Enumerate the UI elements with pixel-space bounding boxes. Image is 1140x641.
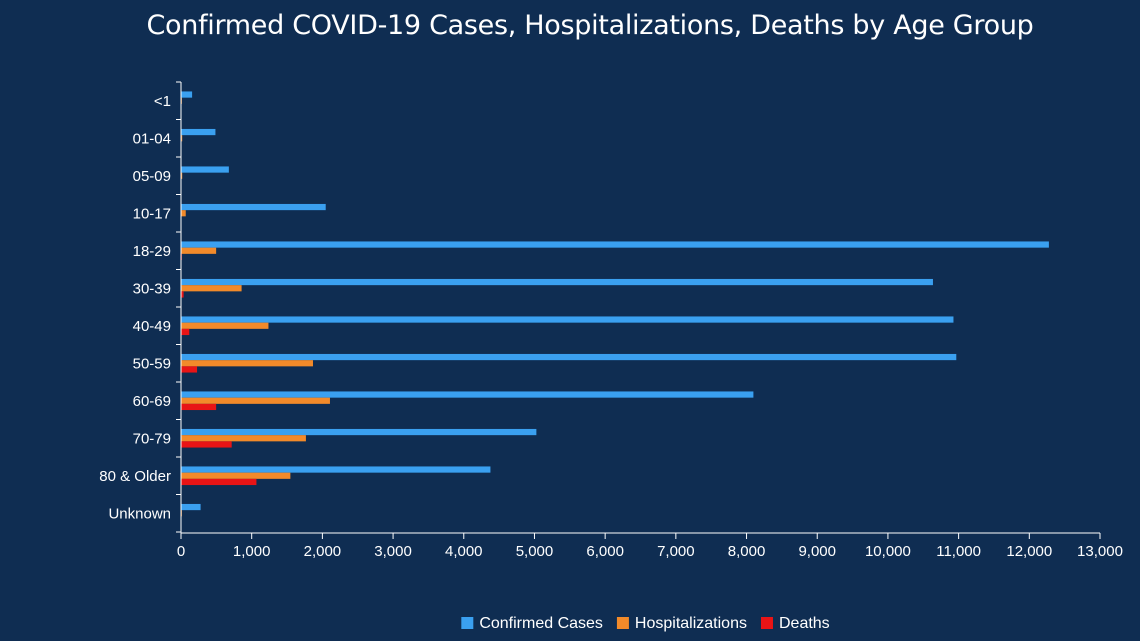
bar-confirmed-cases-01-04 <box>181 128 216 136</box>
x-tick-label: 4,000 <box>445 543 483 560</box>
x-tick-label: 0 <box>177 543 185 560</box>
bar-hospitalizations-30-39 <box>181 285 242 292</box>
chart-axes <box>176 81 1101 539</box>
category-label-50-59: 50-59 <box>133 355 171 372</box>
bar-confirmed-cases-80-and-older <box>181 466 491 473</box>
x-tick-label: 2,000 <box>304 543 342 560</box>
bar-confirmed-cases-60-69 <box>181 391 754 398</box>
legend-item-hospitalizations[interactable]: Hospitalizations <box>616 615 747 632</box>
x-tick-label: 1,000 <box>233 543 271 560</box>
category-label-01-04: 01-04 <box>133 130 171 147</box>
x-tick-label: 12,000 <box>1006 543 1052 560</box>
legend-swatch-deaths <box>760 617 773 629</box>
bar-hospitalizations-01-04 <box>181 135 183 142</box>
bar-hospitalizations-05-09 <box>181 172 183 179</box>
bar-deaths-70-79 <box>181 441 232 448</box>
category-label-70-79: 70-79 <box>133 430 171 447</box>
category-label-40-49: 40-49 <box>133 318 171 335</box>
legend-swatch-confirmed-cases <box>461 617 474 629</box>
bar-confirmed-cases-70-79 <box>181 428 537 436</box>
x-tick-label: 7,000 <box>657 543 695 560</box>
bar-hospitalizations-50-59 <box>181 360 313 367</box>
bar-deaths-30-39 <box>181 291 184 298</box>
bar-hospitalizations-18-29 <box>181 247 217 254</box>
x-tick-label: 13,000 <box>1077 543 1123 560</box>
x-tick-label: 10,000 <box>865 543 911 560</box>
bar-confirmed-cases-18-29 <box>181 241 1049 248</box>
x-tick-labels: 0 1,000 2,000 3,000 4,000 5,000 6,000 7,000 8,00… <box>177 543 1123 560</box>
category-label-05-09: 05-09 <box>133 168 171 185</box>
category-labels: <1 01-04 05-09 10-17 18-29 30-39 40-49 50-59 60-… <box>99 93 171 523</box>
bar-hospitalizations-10-17 <box>181 210 186 217</box>
x-tick-label: 6,000 <box>586 543 624 560</box>
category-label-lt1: <1 <box>154 93 171 110</box>
bar-confirmed-cases-30-39 <box>181 278 933 286</box>
bar-confirmed-cases-unknown <box>181 503 201 511</box>
category-label-80-and-older: 80 & Older <box>99 468 171 485</box>
legend-item-confirmed-cases[interactable]: Confirmed Cases <box>461 615 603 632</box>
category-label-60-69: 60-69 <box>133 393 171 410</box>
bar-hospitalizations-80-and-older <box>181 472 291 479</box>
category-label-18-29: 18-29 <box>133 243 171 260</box>
bar-confirmed-cases-50-59 <box>181 353 957 361</box>
legend-swatch-hospitalizations <box>616 617 629 629</box>
bar-hospitalizations-60-69 <box>181 397 330 404</box>
x-tick-label: 9,000 <box>798 543 836 560</box>
category-label-30-39: 30-39 <box>133 280 171 297</box>
bar-confirmed-cases-lt1 <box>181 91 193 98</box>
chart-title: Confirmed COVID-19 Cases, Hospitalizatio… <box>146 10 1034 41</box>
bar-confirmed-cases-05-09 <box>181 166 229 173</box>
bar-confirmed-cases-10-17 <box>181 203 326 211</box>
category-label-unknown: Unknown <box>108 505 171 522</box>
legend-label-confirmed-cases: Confirmed Cases <box>479 615 603 632</box>
chart-legend: Confirmed Cases Hospitalizations Deaths <box>461 615 830 632</box>
bar-deaths-60-69 <box>181 403 217 411</box>
x-tick-label: 5,000 <box>516 543 554 560</box>
legend-item-deaths[interactable]: Deaths <box>760 615 830 632</box>
bar-deaths-80-and-older <box>181 478 257 486</box>
chart-bars <box>181 91 1049 517</box>
bar-confirmed-cases-40-49 <box>181 316 954 323</box>
legend-label-deaths: Deaths <box>779 615 830 632</box>
x-tick-label: 11,000 <box>936 543 981 560</box>
category-label-10-17: 10-17 <box>133 205 171 222</box>
bar-hospitalizations-40-49 <box>181 322 269 329</box>
bar-deaths-40-49 <box>181 328 190 336</box>
x-tick-label: 8,000 <box>728 543 766 560</box>
legend-label-hospitalizations: Hospitalizations <box>635 615 747 632</box>
bar-hospitalizations-70-79 <box>181 435 306 442</box>
bar-deaths-50-59 <box>181 366 198 373</box>
x-tick-label: 3,000 <box>374 543 412 560</box>
